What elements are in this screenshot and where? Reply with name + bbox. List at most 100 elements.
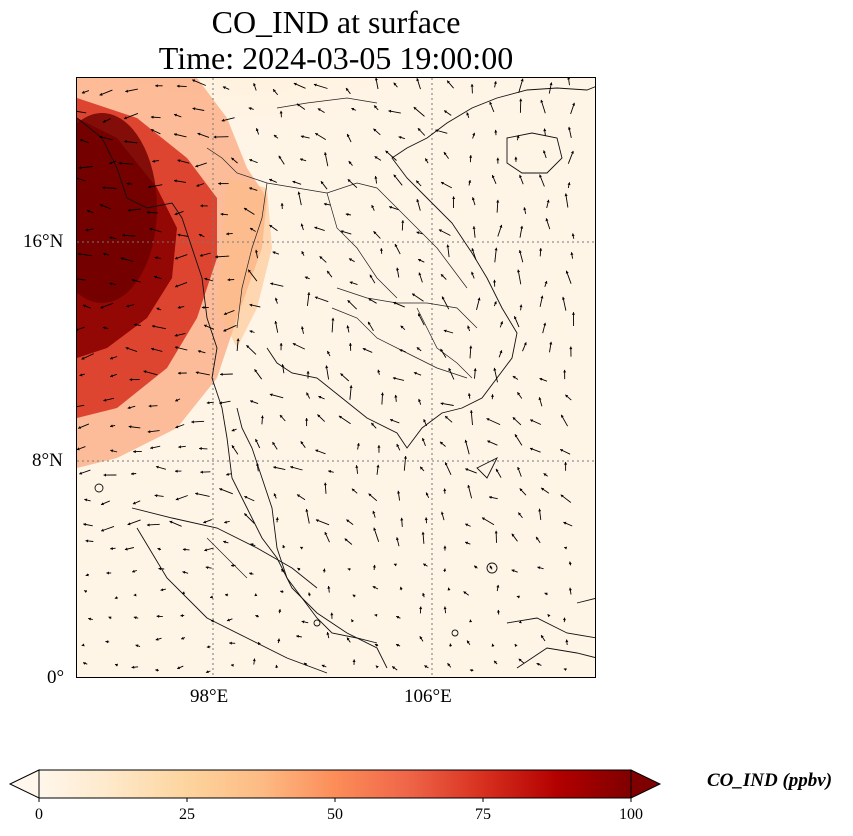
wind-vector-head <box>115 663 118 667</box>
wind-vector-head <box>195 164 199 168</box>
wind-vector-head <box>249 303 253 307</box>
wind-vector-head <box>440 441 443 445</box>
wind-vector-head <box>146 523 150 527</box>
wind-vector-head <box>496 468 499 472</box>
wind-vector-head <box>518 658 522 662</box>
wind-vector-head <box>272 251 276 255</box>
wind-vector-head <box>249 330 253 334</box>
wind-vector-head <box>84 498 88 502</box>
wind-vector-head <box>327 586 331 589</box>
wind-vector-head <box>371 205 375 208</box>
wind-vector-head <box>304 276 308 280</box>
wind-vector-head <box>377 445 381 448</box>
wind-vector-head <box>304 662 307 666</box>
wind-vector-head <box>570 150 574 154</box>
wind-vector-head <box>372 586 376 589</box>
wind-vector-head <box>174 346 178 350</box>
wind-vector-head <box>569 346 573 350</box>
wind-vector-head <box>99 92 103 96</box>
wind-vector-head <box>128 425 132 429</box>
wind-vector-head <box>424 665 428 669</box>
wind-vector-head <box>131 472 134 476</box>
wind-vector-head <box>200 204 203 208</box>
wind-vector-head <box>388 109 392 113</box>
wind-vector-head <box>133 450 136 454</box>
wind-vector-head <box>443 329 447 333</box>
wind-vector-head <box>567 78 571 80</box>
wind-vector-head <box>85 539 89 543</box>
wind-vector-head <box>519 304 523 308</box>
wind-vector-head <box>85 573 89 577</box>
wind-vector-head <box>372 510 376 514</box>
wind-vector-head <box>496 157 500 161</box>
wind-vector-head <box>301 620 305 624</box>
wind-vector-head <box>348 161 352 165</box>
wind-vector-head <box>315 133 319 136</box>
wind-vector-head <box>231 663 234 667</box>
wind-vector-head <box>356 443 360 446</box>
wind-vector-head <box>435 129 439 133</box>
wind-vector-head <box>78 166 82 170</box>
wind-vector-head <box>102 119 106 123</box>
wind-vector-head <box>100 305 104 309</box>
wind-vector-head <box>421 531 425 535</box>
wind-vector-head <box>368 321 371 325</box>
wind-vector-head <box>373 527 377 531</box>
wind-vector-head <box>200 470 203 474</box>
wind-vector-head <box>248 107 252 111</box>
wind-vector-head <box>514 644 518 647</box>
wind-vector-head <box>380 392 384 396</box>
wind-vector-head <box>292 180 296 184</box>
wind-vector-head <box>347 637 350 641</box>
wind-vector-head <box>352 594 356 598</box>
wind-vector-head <box>496 609 500 613</box>
wind-vector-head <box>447 587 451 591</box>
wind-vector-head <box>514 434 518 438</box>
wind-vector-head <box>174 212 178 216</box>
wind-vector-head <box>568 561 572 565</box>
wind-vector-head <box>465 523 469 527</box>
wind-vector-head <box>564 462 568 465</box>
wind-vector-head <box>132 569 135 573</box>
wind-vector-head <box>489 101 493 105</box>
wind-vector-head <box>493 81 497 84</box>
wind-vector-head <box>499 350 503 354</box>
wind-vector-head <box>158 567 161 571</box>
wind-vector-head <box>150 115 154 119</box>
wind-vector-head <box>398 136 402 139</box>
wind-vector-head <box>313 83 317 87</box>
wind-vector-head <box>182 570 186 574</box>
wind-vector-head <box>323 482 327 486</box>
wind-vector-head <box>281 364 285 367</box>
wind-vector-head <box>215 255 218 259</box>
wind-vector-head <box>110 356 113 360</box>
wind-vector-head <box>253 83 256 86</box>
wind-vector-head <box>220 372 223 376</box>
wind-vector-head <box>467 325 471 329</box>
wind-vector-head <box>192 79 196 83</box>
colorbar-tick-label-0: 0 <box>35 806 43 823</box>
wind-vector-head <box>206 645 210 649</box>
wind-vector-head <box>385 150 389 154</box>
wind-vector-head <box>565 394 569 398</box>
wind-vector-head <box>236 338 240 342</box>
wind-vector-head <box>396 444 400 447</box>
wind-vector-head <box>327 270 330 274</box>
wind-vector-head <box>494 660 497 664</box>
wind-vector-head <box>469 619 473 623</box>
wind-vector-head <box>281 569 285 572</box>
wind-vector-head <box>544 592 548 596</box>
wind-vector-head <box>223 312 227 315</box>
wind-vector-head <box>255 439 258 442</box>
wind-vector-head <box>196 183 200 187</box>
wind-vector-head <box>175 425 179 429</box>
wind-vector-head <box>355 465 359 468</box>
wind-vector-head <box>523 342 527 346</box>
wind-vector-head <box>401 220 405 223</box>
wind-vector-head <box>394 394 398 398</box>
wind-vector-head <box>231 157 235 161</box>
wind-vector-head <box>177 305 181 309</box>
wind-vector-head <box>466 112 470 116</box>
wind-vector-head <box>106 571 109 575</box>
wind-vector-head <box>280 590 283 594</box>
